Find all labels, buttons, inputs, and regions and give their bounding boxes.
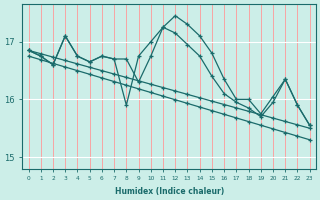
X-axis label: Humidex (Indice chaleur): Humidex (Indice chaleur) [115, 187, 224, 196]
